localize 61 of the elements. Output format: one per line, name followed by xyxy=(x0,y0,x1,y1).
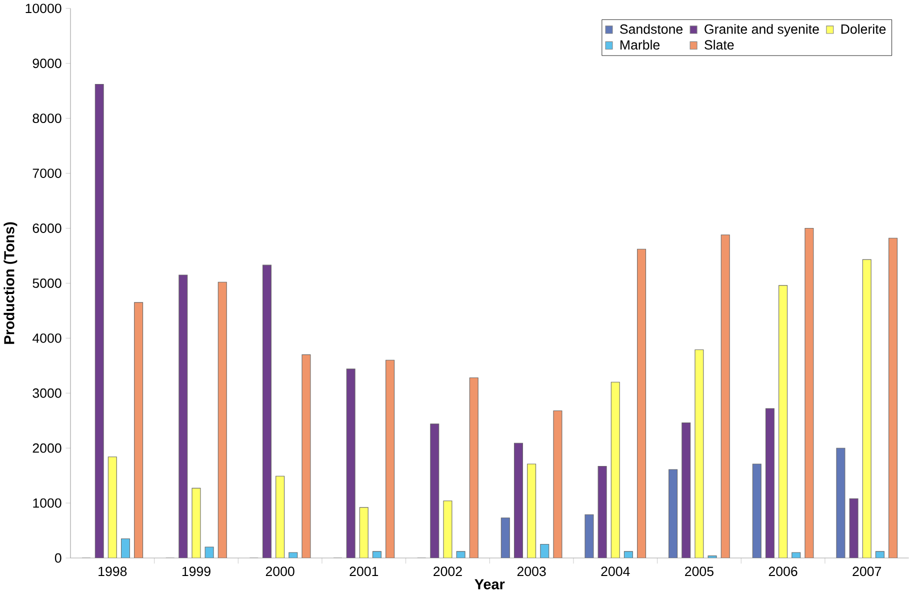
legend-label: Marble xyxy=(620,40,660,50)
bar xyxy=(527,464,536,558)
legend-label: Granite and syenite xyxy=(704,24,819,36)
bar xyxy=(553,410,562,558)
bar xyxy=(540,544,550,558)
bar xyxy=(288,552,298,558)
x-tick-label: 2005 xyxy=(685,566,714,576)
y-tick-label: 1000 xyxy=(33,498,62,508)
bar xyxy=(386,360,395,558)
bar xyxy=(637,248,646,558)
y-tick-label: 3000 xyxy=(32,388,62,398)
bar xyxy=(134,302,144,558)
bar xyxy=(778,285,788,558)
x-tick-label: 1998 xyxy=(98,566,127,576)
bar xyxy=(500,518,510,558)
y-tick-label: 6000 xyxy=(32,224,62,233)
y-tick-label: 8000 xyxy=(32,114,62,124)
bar xyxy=(302,354,311,558)
legend-label: Sandstone xyxy=(620,24,683,34)
y-tick-label: 4000 xyxy=(32,333,62,343)
bar xyxy=(682,422,691,558)
y-tick-label: 5000 xyxy=(32,278,62,288)
legend-label: Dolerite xyxy=(841,24,886,34)
bar xyxy=(720,234,730,558)
x-tick-label: 2006 xyxy=(768,566,798,576)
bar xyxy=(218,282,227,558)
x-tick-label: 2007 xyxy=(852,566,882,576)
bar xyxy=(624,551,633,558)
bar xyxy=(359,507,368,558)
bar xyxy=(862,259,872,558)
bar xyxy=(765,408,774,558)
bar xyxy=(792,552,801,558)
y-axis-title: Production (Tons) xyxy=(4,222,18,344)
bar xyxy=(752,464,762,558)
y-tick-label: 10000 xyxy=(26,4,62,14)
bar xyxy=(120,538,130,558)
bar xyxy=(372,551,382,558)
bar xyxy=(668,469,678,558)
bar xyxy=(888,238,898,558)
bar xyxy=(875,551,884,558)
y-tick-label: 7000 xyxy=(32,168,62,178)
x-tick-label: 2003 xyxy=(517,566,546,576)
bar xyxy=(804,228,814,558)
bar xyxy=(262,264,272,558)
bar xyxy=(276,476,285,558)
x-tick-label: 2000 xyxy=(266,566,294,576)
bar xyxy=(469,377,478,558)
x-tick-label: 2004 xyxy=(601,566,630,576)
bar xyxy=(514,442,523,558)
legend-label: Slate xyxy=(704,40,734,50)
x-tick-label: 1999 xyxy=(182,566,210,576)
y-tick-label: 2000 xyxy=(32,443,62,453)
y-tick-label: 9000 xyxy=(32,58,62,68)
bar xyxy=(204,546,214,558)
bar xyxy=(456,551,466,558)
x-tick-label: 2001 xyxy=(350,566,378,576)
x-tick-label: 2002 xyxy=(434,566,462,576)
x-axis-title: Year xyxy=(474,579,505,590)
y-tick-label: 0 xyxy=(54,553,62,563)
bar xyxy=(108,456,117,558)
bar xyxy=(610,382,620,558)
